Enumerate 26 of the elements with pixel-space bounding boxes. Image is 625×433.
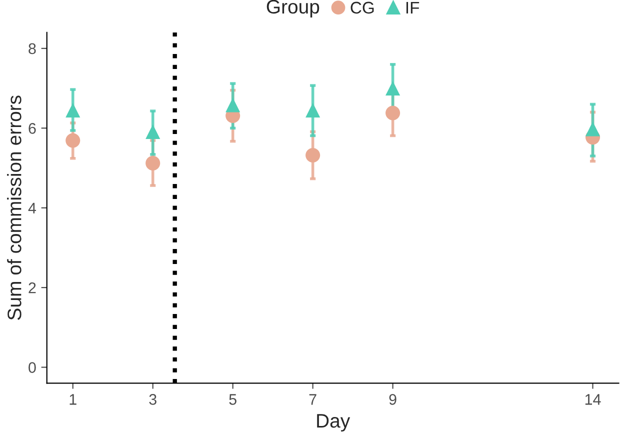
x-axis-title: Day: [317, 414, 350, 432]
x-tick-label: 7: [309, 394, 316, 405]
x-tick-label: 5: [229, 394, 236, 405]
point: [306, 148, 320, 163]
point: [66, 102, 80, 118]
point: [226, 98, 240, 112]
x-tick-label: 9: [389, 394, 396, 405]
y-tick-label: 2: [28, 282, 36, 294]
point: [146, 156, 160, 170]
point: [66, 133, 80, 148]
legend-title: Group: [266, 0, 320, 18]
x-tick-label: 14: [585, 394, 601, 405]
y-axis-title: Sum of commission errors: [7, 96, 22, 320]
y-tick-label: 8: [28, 43, 36, 54]
point: [146, 124, 160, 139]
point: [386, 80, 400, 96]
point: [585, 122, 600, 136]
legend-label: IF: [406, 2, 420, 14]
y-tick-label: 0: [28, 362, 36, 373]
y-tick-label: 6: [28, 122, 36, 134]
point: [386, 106, 400, 120]
x-tick-label: 1: [70, 394, 76, 405]
point: [306, 102, 320, 118]
y-tick-label: 4: [28, 202, 36, 214]
x-tick-label: 3: [149, 394, 156, 405]
legend-label: CG: [350, 2, 374, 14]
